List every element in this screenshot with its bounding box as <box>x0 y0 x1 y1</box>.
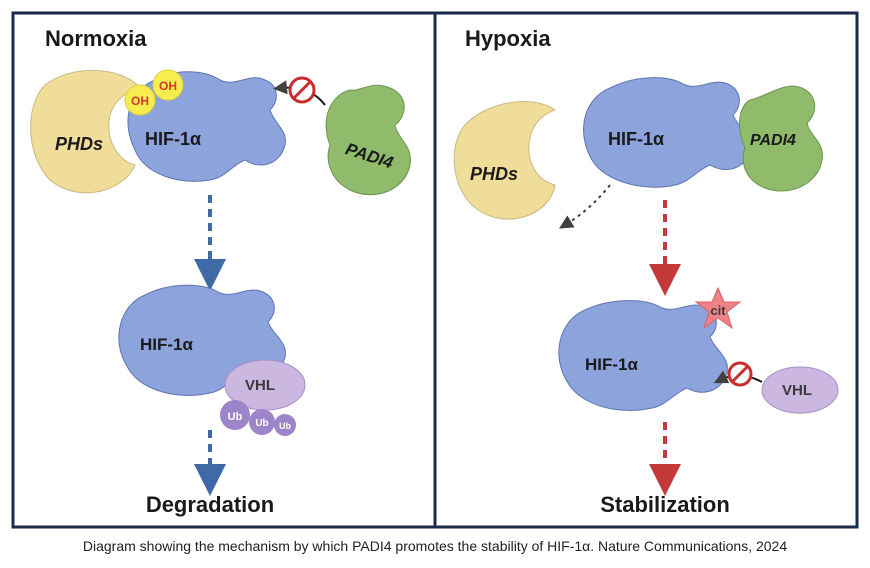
panel-title-normoxia: Normoxia <box>45 26 147 51</box>
padi4-blob-left <box>326 85 410 194</box>
figure-frame: Normoxia PHDs HIF-1α OH OH PADI4 HIF-1α … <box>10 10 860 530</box>
vhl-label-right: VHL <box>782 382 812 399</box>
phds-label-right: PHDs <box>470 164 518 184</box>
vhl-label-left: VHL <box>245 377 275 394</box>
oh-label-2: OH <box>159 79 177 93</box>
outcome-degradation: Degradation <box>146 492 274 517</box>
hif-label-mid-left: HIF-1α <box>140 335 194 354</box>
hif-label-mid-right: HIF-1α <box>585 355 639 374</box>
diagram-svg: Normoxia PHDs HIF-1α OH OH PADI4 HIF-1α … <box>10 10 860 530</box>
hif-label-top-left: HIF-1α <box>145 129 201 149</box>
padi4-label-right: PADI4 <box>750 132 796 149</box>
phds-label-left: PHDs <box>55 134 103 154</box>
figure-caption: Diagram showing the mechanism by which P… <box>10 538 860 554</box>
oh-label-1: OH <box>131 94 149 108</box>
panel-title-hypoxia: Hypoxia <box>465 26 551 51</box>
outcome-stabilization: Stabilization <box>600 492 730 517</box>
hif-label-top-right: HIF-1α <box>608 129 664 149</box>
cit-label: cit <box>710 303 726 318</box>
ub-label-2: Ub <box>255 418 268 429</box>
ub-label-3: Ub <box>279 421 291 431</box>
ub-label-1: Ub <box>228 411 243 423</box>
